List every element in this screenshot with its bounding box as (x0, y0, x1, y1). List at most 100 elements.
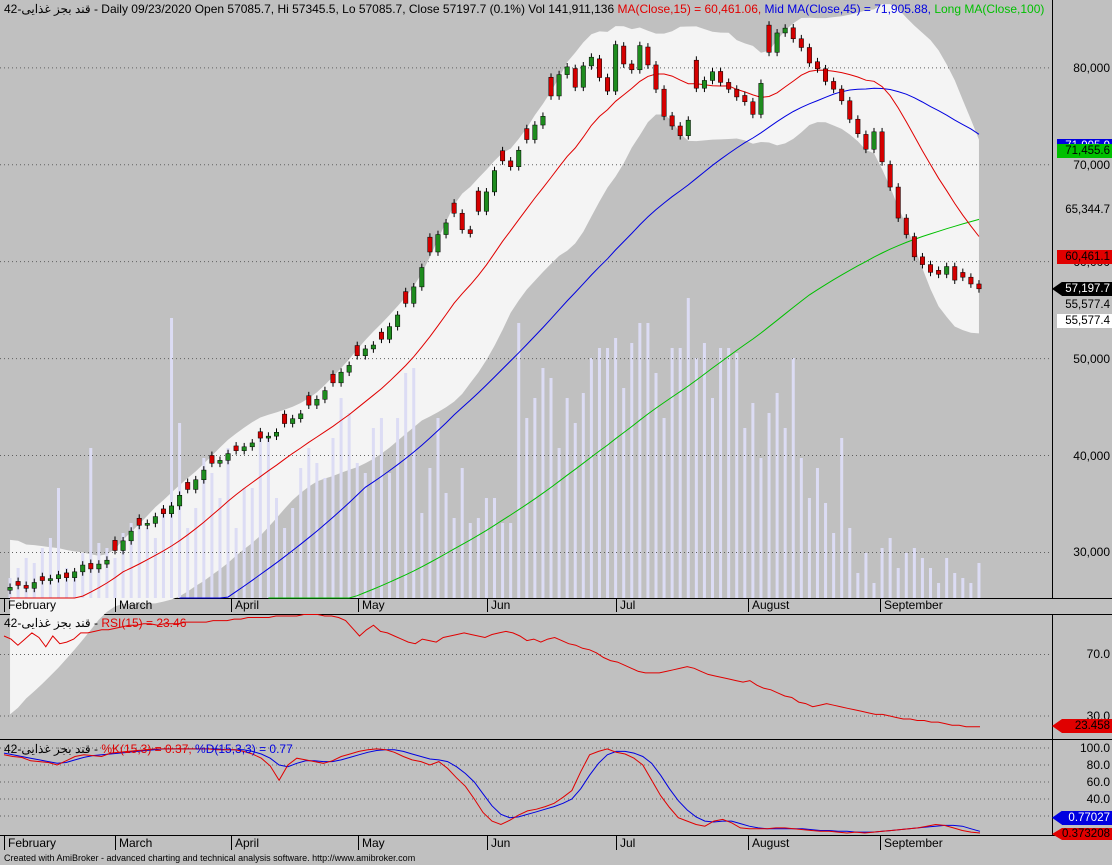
volume-bar (783, 428, 787, 598)
candle-bull (274, 432, 279, 437)
candle-bear (548, 76, 554, 97)
candle-bear (459, 212, 465, 230)
month-tick (487, 598, 488, 612)
volume-bar (775, 393, 779, 598)
candle-bull (169, 505, 174, 514)
candle-bull (782, 27, 788, 34)
candle-bull (217, 460, 223, 464)
candle-bull (492, 170, 497, 193)
month-label-price: April (235, 598, 260, 612)
candle-bear (766, 24, 772, 53)
ma100-label: Long MA(Close,100) (930, 2, 1045, 16)
candle-bull (532, 124, 538, 140)
candle-bear (330, 373, 336, 384)
candle-bear (653, 64, 659, 90)
volume-bar (678, 348, 682, 598)
volume-bar (735, 353, 739, 598)
candle-bull (370, 344, 376, 350)
rsi-pane (0, 614, 1052, 739)
symbol-label: قند بجز غذایی-42 (4, 2, 91, 16)
volume-bar (824, 503, 828, 598)
volume-bar (396, 418, 400, 598)
month-label-stoch: September (884, 836, 943, 850)
month-tick (616, 598, 617, 612)
ma15-value-tag: 60,461.1 (1057, 250, 1112, 265)
candle-bear (15, 581, 21, 586)
volume-bar (597, 348, 601, 598)
stoch-d-label: %D(15,3,3) = 0.77 (191, 742, 293, 756)
candle-bear (524, 128, 530, 140)
volume-bar (363, 473, 367, 598)
volume-bar (977, 563, 981, 598)
candle-bull (104, 559, 110, 565)
candle-bull (435, 234, 441, 253)
candle-bear (903, 217, 909, 235)
volume-bar (743, 428, 747, 598)
candle-bear (928, 264, 933, 273)
candle-bear (282, 413, 288, 424)
month-label-price: August (752, 598, 790, 612)
volume-bar (129, 523, 133, 598)
candle-bear (669, 115, 675, 127)
volume-bar (258, 438, 262, 598)
month-tick (115, 836, 116, 850)
volume-bar (581, 393, 585, 598)
ma100-value-tag: 71,455.6 (1057, 143, 1112, 158)
volume-bar (153, 538, 157, 598)
volume-bar (218, 498, 222, 598)
candle-bear (467, 229, 473, 234)
candle-bull (225, 453, 231, 461)
volume-bar (323, 478, 327, 598)
ma100-line (268, 218, 980, 599)
candle-bear (734, 88, 740, 98)
volume-bar (573, 423, 577, 598)
candle-bear (500, 150, 506, 162)
price-axis (1052, 0, 1112, 598)
candle-bear (378, 331, 384, 340)
month-label-price: February (8, 598, 57, 612)
volume-bar (832, 533, 836, 598)
volume-bar (517, 323, 521, 598)
pane-separator-2 (0, 614, 1112, 615)
candle-bull (580, 65, 586, 88)
volume-bar (912, 548, 916, 598)
volume-bar (347, 413, 351, 598)
stoch-d-line (3, 748, 981, 833)
month-label-price: Jul (620, 598, 636, 612)
ma45-label: Mid MA(Close,45) = 71,905.88, (761, 2, 931, 16)
volume-bar (121, 533, 125, 598)
stoch-tick-label: 100.0 (1079, 741, 1110, 755)
candle-bull (7, 587, 13, 591)
candle-bear (621, 45, 627, 65)
candle-bear (863, 134, 869, 150)
candle-bull (556, 74, 562, 97)
month-tick (4, 836, 5, 850)
candle-bear (742, 95, 748, 103)
volume-bar (299, 468, 303, 598)
candle-bull (411, 286, 417, 304)
candle-bull (758, 83, 764, 115)
candle-bull (516, 149, 522, 167)
candle-bull (387, 326, 393, 340)
volume-bar (646, 323, 650, 598)
candle-bear (112, 540, 118, 551)
volume-bar (872, 583, 876, 598)
volume-bar (864, 553, 868, 598)
candle-bear (306, 395, 312, 406)
candle-bull (249, 442, 255, 448)
volume-bar (89, 448, 93, 598)
volume-bar (888, 538, 892, 598)
stoch-k-tag-pointer (1052, 828, 1062, 840)
volume-bar (807, 498, 811, 598)
volume-bar (945, 558, 949, 598)
candle-bull (31, 582, 37, 589)
candle-bear (403, 291, 409, 304)
candle-bull (193, 479, 199, 490)
rsi-tick-label: 70.0 (1086, 647, 1110, 662)
volume-bar (186, 528, 190, 598)
volume-bar (501, 523, 505, 598)
volume-bar (161, 508, 165, 598)
rsi-axis (1052, 614, 1112, 739)
candle-bear (629, 63, 635, 71)
candle-bull (290, 418, 296, 424)
